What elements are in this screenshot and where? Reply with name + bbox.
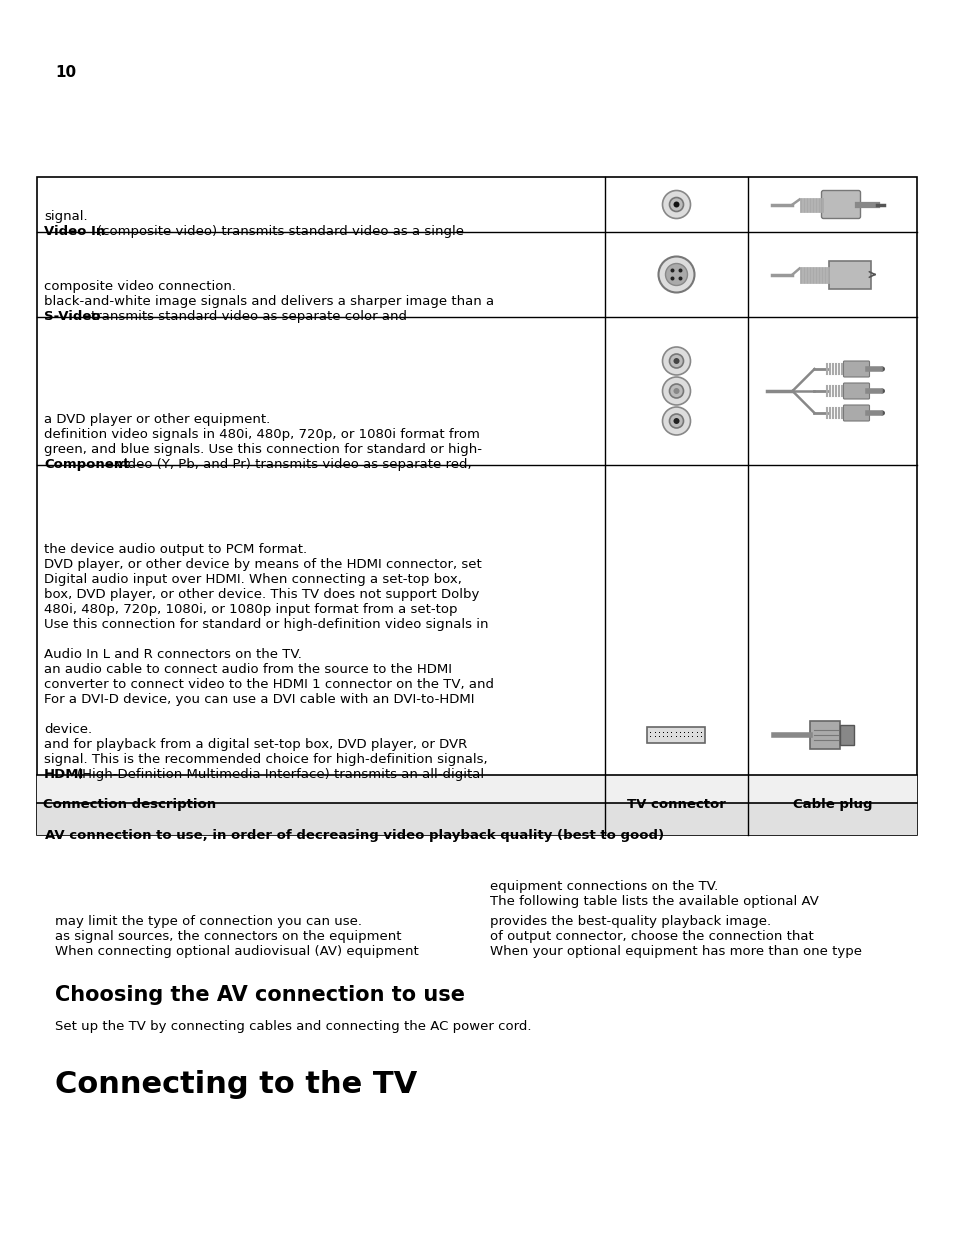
Circle shape [665,263,687,285]
Text: When your optional equipment has more than one type: When your optional equipment has more th… [490,945,862,958]
FancyBboxPatch shape [842,405,868,421]
Text: composite video connection.: composite video connection. [44,280,235,293]
Circle shape [661,408,690,435]
Text: video (Y, Pb, and Pr) transmits video as separate red,: video (Y, Pb, and Pr) transmits video as… [116,458,471,471]
Text: Connection description: Connection description [43,798,216,811]
Text: Choosing the AV connection to use: Choosing the AV connection to use [55,986,464,1005]
Text: HDMI: HDMI [44,768,84,781]
Circle shape [669,414,682,429]
Circle shape [879,410,884,415]
Circle shape [669,384,682,398]
Circle shape [658,257,694,293]
Text: (composite video) transmits standard video as a single: (composite video) transmits standard vid… [97,225,463,238]
Text: When connecting optional audiovisual (AV) equipment: When connecting optional audiovisual (AV… [55,945,418,958]
Bar [828,261,871,289]
Text: a DVD player or other equipment.: a DVD player or other equipment. [44,412,270,426]
Circle shape [661,377,690,405]
Text: Connecting to the TV: Connecting to the TV [55,1070,416,1099]
Text: signal. This is the recommended choice for high-definition signals,: signal. This is the recommended choice f… [44,753,487,766]
Circle shape [669,354,682,368]
Text: equipment connections on the TV.: equipment connections on the TV. [490,881,718,893]
Text: device.: device. [44,722,92,736]
Text: definition video signals in 480i, 480p, 720p, or 1080i format from: definition video signals in 480i, 480p, … [44,429,479,441]
FancyBboxPatch shape [647,727,705,743]
Text: as signal sources, the connectors on the equipment: as signal sources, the connectors on the… [55,930,401,944]
Text: green, and blue signals. Use this connection for standard or high-: green, and blue signals. Use this connec… [44,443,481,456]
Text: Audio In L and R connectors on the TV.: Audio In L and R connectors on the TV. [44,648,301,661]
Text: the device audio output to PCM format.: the device audio output to PCM format. [44,543,307,556]
Text: DVD player, or other device by means of the HDMI connector, set: DVD player, or other device by means of … [44,558,481,571]
Circle shape [673,201,679,207]
Text: (High-Definition Multimedia Interface) transmits an all-digital: (High-Definition Multimedia Interface) t… [77,768,483,781]
Circle shape [879,367,884,372]
Text: 10: 10 [55,65,76,80]
Circle shape [670,277,674,280]
Text: Digital audio input over HDMI. When connecting a set-top box,: Digital audio input over HDMI. When conn… [44,573,461,585]
Bar [37,803,916,835]
Bar [37,177,916,835]
Text: an audio cable to connect audio from the source to the HDMI: an audio cable to connect audio from the… [44,663,452,676]
Text: signal.: signal. [44,210,88,224]
Text: For a DVI-D device, you can use a DVI cable with an DVI-to-HDMI: For a DVI-D device, you can use a DVI ca… [44,693,474,706]
Text: converter to connect video to the HDMI 1 connector on the TV, and: converter to connect video to the HDMI 1… [44,678,494,692]
Text: Video In: Video In [44,225,105,238]
Text: may limit the type of connection you can use.: may limit the type of connection you can… [55,915,361,927]
Text: Use this connection for standard or high-definition video signals in: Use this connection for standard or high… [44,618,488,631]
Circle shape [673,417,679,424]
Text: provides the best-quality playback image.: provides the best-quality playback image… [490,915,770,927]
Text: TV connector: TV connector [626,798,725,811]
FancyBboxPatch shape [810,721,840,748]
Circle shape [673,358,679,364]
Circle shape [661,347,690,375]
Text: Cable plug: Cable plug [792,798,871,811]
Text: of output connector, choose the connection that: of output connector, choose the connecti… [490,930,813,944]
FancyBboxPatch shape [842,361,868,377]
Circle shape [669,198,682,211]
Circle shape [673,388,679,394]
Bar [37,776,916,803]
Bar [840,725,854,745]
Text: box, DVD player, or other device. This TV does not support Dolby: box, DVD player, or other device. This T… [44,588,478,601]
Text: Set up the TV by connecting cables and connecting the AC power cord.: Set up the TV by connecting cables and c… [55,1020,531,1032]
Text: 480i, 480p, 720p, 1080i, or 1080p input format from a set-top: 480i, 480p, 720p, 1080i, or 1080p input … [44,603,457,616]
Text: black-and-white image signals and delivers a sharper image than a: black-and-white image signals and delive… [44,295,494,308]
Circle shape [678,268,681,273]
Text: S-Video: S-Video [44,310,100,324]
Text: The following table lists the available optional AV: The following table lists the available … [490,895,818,908]
Circle shape [879,389,884,394]
Text: Component: Component [44,458,130,471]
FancyBboxPatch shape [842,383,868,399]
Text: AV connection to use, in order of decreasing video playback quality (best to goo: AV connection to use, in order of decrea… [45,829,663,842]
FancyBboxPatch shape [821,190,860,219]
Text: and for playback from a digital set-top box, DVD player, or DVR: and for playback from a digital set-top … [44,739,467,751]
Text: transmits standard video as separate color and: transmits standard video as separate col… [91,310,407,324]
Circle shape [678,277,681,280]
Circle shape [670,268,674,273]
Circle shape [661,190,690,219]
